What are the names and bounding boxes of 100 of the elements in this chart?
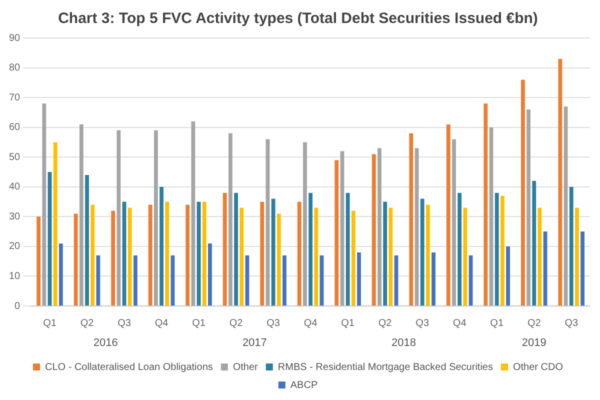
bar bbox=[569, 186, 574, 306]
bar bbox=[111, 210, 116, 306]
y-tick-label: 20 bbox=[9, 241, 21, 252]
bar bbox=[128, 208, 132, 306]
bar bbox=[79, 124, 84, 306]
bar bbox=[222, 192, 227, 306]
bar bbox=[446, 124, 450, 306]
bar bbox=[42, 104, 46, 306]
y-tick-label: 10 bbox=[9, 270, 21, 282]
bar bbox=[378, 148, 382, 306]
x-tick-label: Q2 bbox=[527, 318, 542, 329]
bar bbox=[372, 154, 376, 306]
bar bbox=[538, 208, 542, 306]
x-tick-label: Q1 bbox=[490, 318, 504, 329]
bar bbox=[452, 139, 456, 306]
x-tick-label: Q1 bbox=[341, 318, 355, 329]
y-tick-label: 80 bbox=[9, 62, 21, 74]
text: 2018 bbox=[391, 337, 416, 350]
x-tick-label: Q4 bbox=[154, 318, 169, 329]
bar bbox=[90, 204, 95, 306]
bar bbox=[260, 202, 264, 306]
bar bbox=[426, 204, 430, 306]
bar bbox=[297, 202, 302, 306]
bar bbox=[314, 208, 318, 306]
y-tick-label: 90 bbox=[9, 32, 21, 44]
x-tick-label: Q3 bbox=[564, 318, 578, 329]
bar bbox=[133, 255, 138, 306]
bar bbox=[228, 133, 232, 306]
x-tick-label: Q1 bbox=[43, 318, 57, 329]
bar bbox=[520, 80, 525, 306]
y-tick-label: 50 bbox=[9, 152, 21, 163]
bar bbox=[85, 174, 89, 306]
bar bbox=[463, 208, 468, 306]
bar bbox=[276, 214, 281, 306]
bar bbox=[532, 180, 536, 306]
bar bbox=[308, 192, 313, 306]
legend-label: CLO - Collateralised Loan Obligations bbox=[45, 362, 213, 373]
bar bbox=[74, 214, 78, 306]
bar bbox=[543, 232, 548, 306]
bar bbox=[36, 216, 41, 306]
bar bbox=[202, 202, 206, 306]
bar bbox=[506, 246, 510, 306]
bar bbox=[357, 252, 361, 306]
bar bbox=[409, 133, 414, 306]
bar bbox=[53, 142, 58, 306]
legend-label: Other CDO bbox=[512, 362, 564, 373]
bar bbox=[191, 121, 196, 306]
bar bbox=[303, 142, 307, 306]
bar bbox=[494, 192, 499, 306]
bar bbox=[165, 202, 170, 306]
x-tick-label: Q2 bbox=[80, 318, 94, 329]
bar bbox=[526, 109, 530, 306]
bar bbox=[208, 243, 212, 306]
bar bbox=[351, 210, 356, 306]
x-tick-label: Q4 bbox=[452, 318, 467, 329]
legend-label: ABCP bbox=[290, 380, 318, 391]
bar bbox=[186, 204, 190, 306]
x-tick-label: Q2 bbox=[229, 318, 244, 329]
bar bbox=[383, 202, 388, 306]
bar bbox=[575, 208, 579, 306]
bar bbox=[420, 198, 424, 306]
chart-title: Chart 3: Top 5 FVC Activity types (Total Debt Securities Issued €bn) bbox=[58, 10, 538, 28]
bar bbox=[148, 204, 152, 306]
bar bbox=[334, 160, 339, 306]
bar bbox=[580, 232, 585, 306]
legend-label: Other bbox=[232, 362, 259, 373]
bar bbox=[484, 104, 488, 306]
y-tick-label: 0 bbox=[14, 300, 21, 312]
bar bbox=[282, 255, 286, 306]
bar bbox=[271, 198, 276, 306]
bar bbox=[340, 151, 344, 306]
y-tick-label: 60 bbox=[9, 122, 21, 134]
y-tick-label: 40 bbox=[9, 182, 21, 193]
bar bbox=[558, 58, 562, 306]
bar bbox=[160, 186, 164, 306]
bar bbox=[96, 255, 100, 306]
bar bbox=[388, 208, 393, 306]
bar bbox=[240, 208, 244, 306]
text: 2017 bbox=[242, 337, 267, 350]
x-tick-label: Q3 bbox=[118, 318, 132, 329]
text: 2019 bbox=[522, 337, 546, 350]
x-tick-label: Q2 bbox=[378, 318, 392, 329]
text: 2016 bbox=[93, 337, 118, 350]
x-tick-label: Q1 bbox=[192, 318, 206, 329]
legend-label: RMBS - Residential Mortgage Backed Securities bbox=[278, 362, 493, 373]
y-tick-label: 30 bbox=[9, 211, 21, 222]
bar bbox=[458, 192, 462, 306]
x-tick-label: Q3 bbox=[266, 318, 280, 329]
bar bbox=[346, 192, 350, 306]
bar bbox=[154, 130, 158, 306]
y-tick-label: 70 bbox=[9, 92, 21, 104]
bar bbox=[500, 196, 504, 306]
bar bbox=[414, 148, 419, 306]
x-tick-label: Q4 bbox=[304, 318, 318, 329]
bar bbox=[234, 192, 238, 306]
bar bbox=[58, 243, 63, 306]
bar bbox=[266, 139, 270, 306]
x-tick-label: Q3 bbox=[416, 318, 430, 329]
bar bbox=[170, 255, 175, 306]
bar bbox=[116, 130, 121, 306]
